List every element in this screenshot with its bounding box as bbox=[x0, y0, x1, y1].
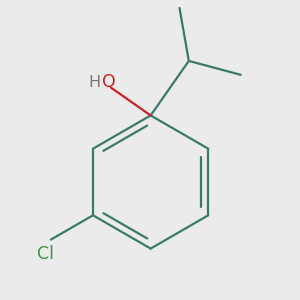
Text: Cl: Cl bbox=[37, 245, 54, 263]
Text: H: H bbox=[88, 75, 101, 90]
Text: O: O bbox=[102, 74, 116, 92]
